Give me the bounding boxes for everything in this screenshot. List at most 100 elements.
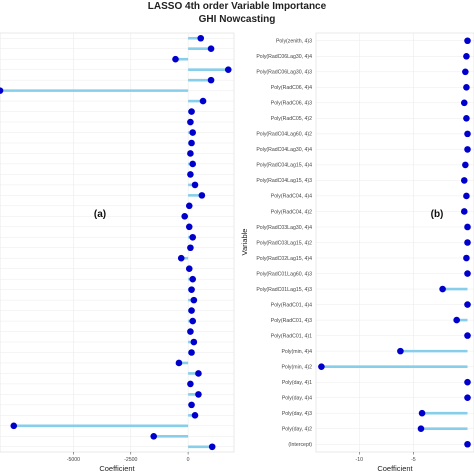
- lollipop-point: [418, 409, 426, 417]
- lollipop-point: [464, 239, 471, 246]
- lollipop-point: [185, 202, 193, 210]
- panel-a-plot-area: [0, 32, 235, 453]
- chart-title-line2: GHI Nowcasting: [199, 14, 276, 25]
- lollipop-point: [462, 161, 469, 169]
- lollipop-point: [462, 68, 469, 76]
- lollipop-point: [208, 443, 216, 451]
- lollipop-point: [195, 391, 202, 398]
- y-tick-label: Poly(day, 4)1: [282, 380, 312, 386]
- y-tick-label: Poly(RadC03Lag30, 4)4: [256, 225, 312, 231]
- lollipop-point: [463, 254, 470, 262]
- lollipop-point: [189, 233, 197, 241]
- lollipop-point: [190, 338, 198, 346]
- lollipop-point: [10, 422, 18, 430]
- lollipop-point: [187, 244, 194, 252]
- panel-b-x-ticks: -10 -5: [356, 452, 416, 463]
- lollipop-point: [150, 432, 158, 440]
- y-tick-label: Poly(RadC01Lag15, 4)3: [256, 287, 312, 293]
- lollipop-point: [460, 99, 468, 107]
- y-tick-label: Poly(RadC06, 4)4: [271, 85, 312, 91]
- lollipop-point: [197, 34, 205, 42]
- lollipop-point: [224, 66, 232, 73]
- panel-b-x-axis-title: Coefficient: [377, 464, 413, 473]
- lollipop-point: [464, 37, 471, 45]
- y-tick-label: Poly(RadC04, 4)4: [271, 194, 312, 200]
- lollipop-point: [191, 181, 199, 189]
- lollipop-point: [464, 146, 471, 153]
- lollipop-point: [464, 270, 471, 277]
- y-tick-label: Poly(min, 4)2: [281, 364, 312, 370]
- y-tick-label: Poly(RadC02Lag15, 4)4: [256, 256, 312, 262]
- lollipop-point: [181, 213, 188, 220]
- lollipop-point: [175, 359, 183, 367]
- lollipop-point: [190, 296, 198, 304]
- y-tick-label: Poly(RadC06, 4)3: [271, 101, 312, 107]
- lollipop-point: [397, 347, 404, 355]
- y-tick-label: Poly(RadC06Lag30, 4)4: [256, 54, 312, 60]
- lollipop-point: [172, 55, 179, 63]
- lollipop-point: [463, 84, 470, 91]
- panel-b-lollipops: [318, 37, 471, 448]
- chart-title-line1: LASSO 4th order Variable Importance: [148, 1, 327, 12]
- lollipop-point: [464, 394, 471, 401]
- lollipop-point: [187, 171, 194, 178]
- y-tick-label: Poly(RadC04Lag60, 4)2: [256, 132, 312, 138]
- lollipop-point: [464, 440, 471, 448]
- y-tick-label: Poly(RadC05, 4)2: [271, 116, 312, 122]
- lollipop-point: [187, 380, 194, 388]
- lollipop-point: [185, 265, 193, 272]
- lollipop-point: [198, 192, 206, 199]
- lollipop-point: [187, 118, 194, 126]
- lollipop-point: [188, 286, 195, 293]
- panel-a: -5000 -2500 0 (a) Coefficient: [0, 32, 235, 473]
- lollipop-point: [187, 328, 194, 335]
- y-tick-label: Poly(RadC04, 4)2: [271, 209, 312, 215]
- lollipop-point: [464, 130, 471, 138]
- lollipop-point: [189, 275, 197, 283]
- y-tick-label: Poly(RadC01, 4)3: [271, 318, 312, 324]
- lollipop-point: [463, 52, 470, 60]
- lollipop-point: [0, 87, 4, 94]
- lollipop-point: [191, 412, 199, 419]
- panel-b: (Intercept) Poly(day, 4)2 Poly(day, 4)3 Pol…: [240, 32, 474, 473]
- y-tick-label: Poly(zenith, 4)3: [276, 39, 312, 45]
- lollipop-point: [464, 223, 471, 231]
- y-tick-label: Poly(RadC06Lag30, 4)3: [256, 70, 312, 76]
- y-tick-label: Poly(RadC04Lag15, 4)4: [256, 163, 312, 169]
- panel-b-y-tick-labels: (Intercept) Poly(day, 4)2 Poly(day, 4)3 Pol…: [256, 39, 312, 448]
- y-tick-label: Poly(min, 4)4: [281, 349, 312, 355]
- lollipop-point: [188, 108, 195, 115]
- panel-b-y-axis-title: Variable: [240, 229, 249, 256]
- lollipop-point: [460, 177, 468, 184]
- x-tick-label: -5000: [67, 457, 80, 463]
- lollipop-point: [464, 301, 471, 308]
- panel-a-x-ticks: -5000 -2500 0: [67, 452, 190, 463]
- lollipop-point: [417, 425, 425, 433]
- lollipop-point: [199, 97, 207, 105]
- lollipop-point: [464, 332, 471, 339]
- x-tick-label: -2500: [124, 457, 137, 463]
- x-tick-label: 0: [187, 457, 190, 463]
- y-tick-label: Poly(RadC04Lag15, 4)3: [256, 178, 312, 184]
- lollipop-point: [463, 192, 470, 200]
- y-tick-label: Poly(RadC01, 4)1: [271, 333, 312, 339]
- y-tick-label: (Intercept): [288, 442, 312, 448]
- x-tick-label: -5: [411, 457, 416, 463]
- lollipop-point: [195, 370, 202, 377]
- y-tick-label: Poly(RadC03Lag15, 4)2: [256, 240, 312, 246]
- lollipop-point: [189, 160, 197, 168]
- lollipop-point: [463, 115, 470, 122]
- lollipop-point: [188, 307, 195, 314]
- y-tick-label: Poly(day, 4)3: [282, 411, 312, 417]
- lollipop-point: [189, 129, 197, 136]
- y-tick-label: Poly(RadC04Lag30, 4)4: [256, 147, 312, 153]
- lollipop-point: [188, 401, 195, 409]
- panel-a-x-axis-title: Coefficient: [99, 464, 135, 473]
- lollipop-point: [187, 150, 194, 157]
- lollipop-point: [453, 316, 460, 324]
- lollipop-point: [189, 317, 197, 325]
- lollipop-point: [460, 208, 468, 215]
- y-tick-label: Poly(RadC01Lag60, 4)3: [256, 271, 312, 277]
- lollipop-point: [207, 76, 215, 84]
